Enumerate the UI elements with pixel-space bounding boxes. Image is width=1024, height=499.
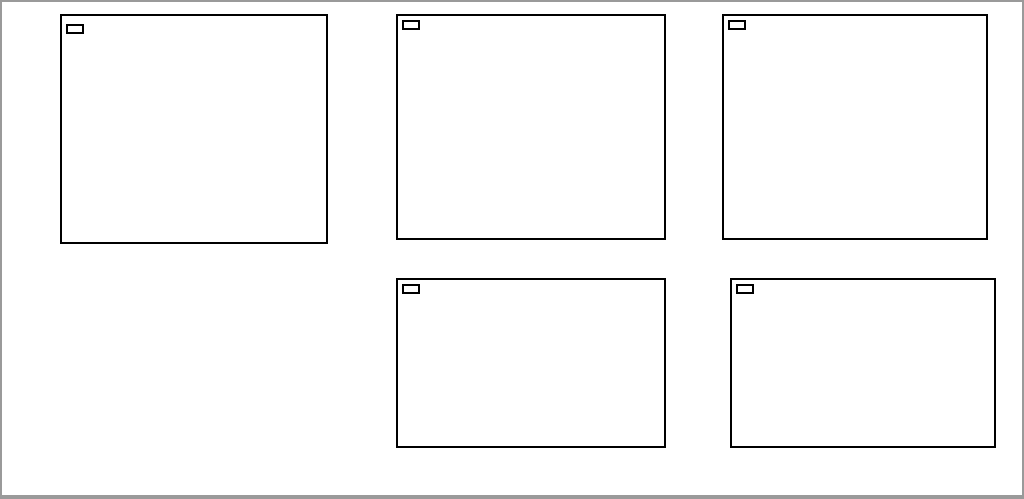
panel-d-canvas: [398, 280, 664, 446]
panel-b-canvas: [398, 16, 664, 238]
panel-c-tag: [728, 20, 746, 30]
panel-b: [338, 2, 690, 264]
panel-b-plot-area: [396, 14, 666, 240]
panel-e-tag: [736, 284, 754, 294]
panel-d-tag: [402, 284, 420, 294]
panel-e-plot-area: [730, 278, 996, 448]
panel-a-tag: [66, 24, 84, 34]
panel-c-canvas: [724, 16, 986, 238]
panel-a-canvas: [62, 16, 326, 242]
panel-a-plot-area: [60, 14, 328, 244]
panel-a: [2, 2, 342, 264]
panel-d: [338, 264, 690, 497]
panel-c-plot-area: [722, 14, 988, 240]
figure-bottom-rule: [2, 495, 1022, 497]
panel-d-plot-area: [396, 278, 666, 448]
panel-e-canvas: [732, 280, 994, 446]
panel-b-tag: [402, 20, 420, 30]
panel-e: [686, 264, 1022, 497]
panel-c: [686, 2, 1022, 264]
